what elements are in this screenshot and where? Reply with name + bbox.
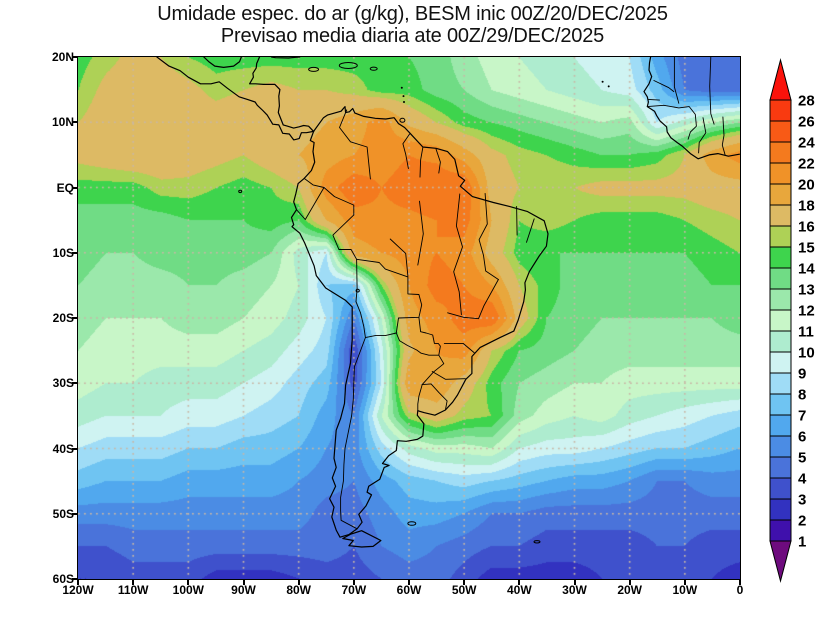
colorbar-segment-10 [769,288,792,311]
colorbar-label-18: 18 [798,198,815,215]
lon-tick [77,580,79,585]
lon-label-120W: 120W [62,583,94,597]
lat-tick [72,578,77,580]
colorbar-label-11: 11 [798,324,814,341]
colorbar-label-6: 6 [798,429,806,446]
lon-tick [739,580,741,585]
colorbar-segment-17 [769,435,792,458]
lat-label-10N: 10N [51,115,74,130]
colorbar-segment-6 [769,204,792,227]
colorbar-label-1: 1 [798,534,806,551]
colorbar-segment-16 [769,414,792,437]
lon-tick [628,580,631,585]
colorbar-label-10: 10 [798,345,815,362]
colorbar-label-26: 26 [798,114,815,131]
colorbar-label-24: 24 [798,135,815,152]
colorbar-segment-13 [769,351,792,374]
colorbar-label-20: 20 [798,177,815,194]
lon-tick [683,580,686,585]
lon-tick [297,580,300,585]
lon-tick [187,580,190,585]
lat-tick [72,186,77,189]
chart-title-line2: Previsao media diaria ate 00Z/29/DEC/202… [220,25,605,47]
lat-tick [72,512,77,515]
colorbar-segment-18 [769,456,792,479]
colorbar-segment-5 [769,183,792,206]
colorbar-label-7: 7 [798,408,806,425]
lon-label-70W: 70W [341,583,367,597]
colorbar-label-5: 5 [798,450,806,467]
colorbar-segment-21 [769,519,792,542]
colorbar-label-22: 22 [798,156,815,173]
lon-tick [408,580,410,585]
lon-label-20W: 20W [617,583,642,597]
colorbar-label-15: 15 [798,240,815,257]
colorbar: 28 26 24 22 20 18 16 15 14 13 12 11 10 9 8 7 6 5 4 3 2 1 [769,58,815,583]
lat-label-20S: 20S [52,311,74,325]
colorbar-arrow-over [769,58,792,101]
lat-tick [72,121,77,124]
colorbar-segment-20 [769,498,792,521]
colorbar-segment-8 [769,246,792,269]
lon-label-110W: 110W [117,583,149,597]
colorbar-segment-1 [769,99,792,122]
colorbar-label-14: 14 [798,261,815,278]
lat-tick [72,251,77,254]
lon-tick [242,580,245,585]
colorbar-label-13: 13 [798,282,815,299]
lon-label-0: 0 [736,583,744,597]
colorbar-label-3: 3 [798,492,806,509]
colorbar-segment-14 [769,372,792,395]
lon-tick [518,580,521,585]
lat-label-10S: 10S [52,245,74,260]
colorbar-label-8: 8 [798,387,806,404]
lat-label-20N: 20N [51,50,74,64]
lat-label-EQ: EQ [56,180,74,195]
colorbar-segment-19 [769,477,792,500]
lat-label-50S: 50S [52,506,74,521]
lat-label-60S: 60S [52,572,74,586]
colorbar-segment-4 [769,162,792,185]
lon-label-30W: 30W [562,583,587,597]
lon-tick [463,580,466,585]
colorbar-label-12: 12 [798,303,815,320]
colorbar-segment-12 [769,330,792,353]
lat-label-40S: 40S [52,441,74,456]
lon-label-50W: 50W [451,583,477,597]
colorbar-label-4: 4 [798,471,807,488]
lat-tick [72,56,77,58]
colorbar-segment-2 [769,120,792,143]
lon-label-60W: 60W [396,583,422,597]
humidity-field-canvas [78,57,740,579]
colorbar-arrow-under [769,540,792,583]
colorbar-label-2: 2 [798,513,806,530]
colorbar-segment-15 [769,393,792,416]
lat-tick [72,317,77,319]
map-plot-area [77,56,741,580]
lon-label-10W: 10W [672,583,698,597]
colorbar-label-16: 16 [798,219,815,236]
lon-label-90W: 90W [231,583,256,597]
lon-tick [573,580,576,585]
lon-tick [352,580,355,585]
lat-tick [72,447,77,450]
lon-label-100W: 100W [172,583,204,597]
colorbar-segment-9 [769,267,792,290]
lon-label-40W: 40W [506,583,532,597]
colorbar-segment-11 [769,309,792,332]
colorbar-segment-3 [769,141,792,164]
lat-tick [72,382,77,385]
lon-tick [132,580,135,585]
colorbar-label-9: 9 [798,366,806,383]
chart-title-line1: Umidade espec. do ar (g/kg), BESM inic 0… [157,3,668,25]
lat-label-30S: 30S [52,376,74,391]
colorbar-label-28: 28 [798,93,815,110]
colorbar-segment-7 [769,225,792,248]
lon-label-80W: 80W [286,583,311,597]
